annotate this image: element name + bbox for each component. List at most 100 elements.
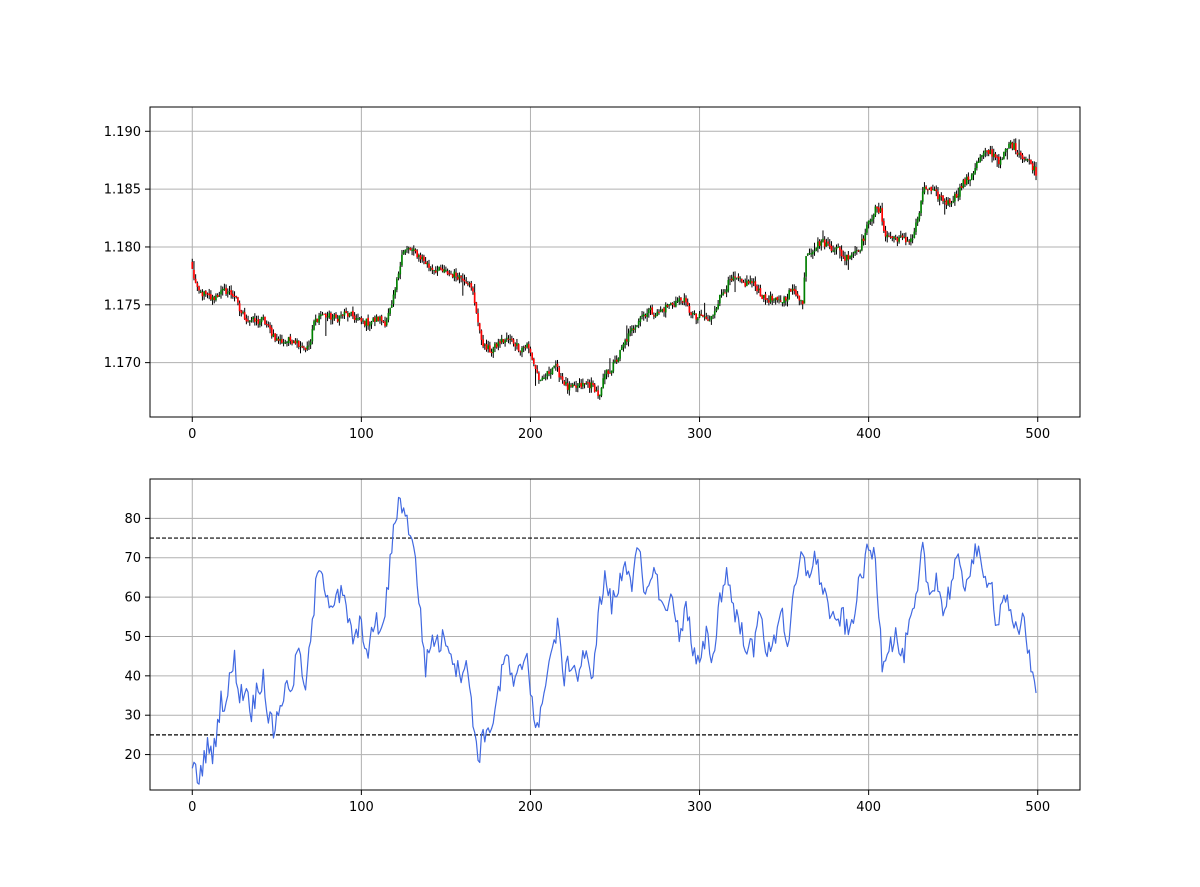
candle-body <box>235 296 238 298</box>
candle-body <box>974 168 977 174</box>
candle-body <box>355 318 358 320</box>
candle-body <box>421 257 424 260</box>
candle-body <box>252 317 254 320</box>
candle-body <box>193 269 195 279</box>
candle-body <box>494 343 496 348</box>
oscillator-chart-x-tick-label: 0 <box>188 800 196 815</box>
price-chart-x-tick-label: 0 <box>188 427 196 442</box>
candle-body <box>267 324 270 326</box>
candle-body <box>289 336 292 341</box>
candle-body <box>255 320 258 322</box>
candle-body <box>984 150 987 153</box>
candle-body <box>392 294 395 305</box>
candle-body <box>399 266 402 275</box>
price-chart-ticks: 0 100 200 300 400 500 1.170 1.175 1.180 1.185 1.19… <box>104 125 1050 442</box>
candle-body <box>996 156 998 158</box>
candle-body <box>639 317 642 323</box>
candle-body <box>835 247 838 250</box>
candle-body <box>923 186 926 193</box>
candle-body <box>571 384 574 388</box>
candle-body <box>568 384 571 391</box>
candle-body <box>903 237 905 239</box>
candle-body <box>524 346 527 348</box>
candle-body <box>428 263 430 268</box>
candle-body <box>957 196 960 198</box>
candle-body <box>818 241 821 246</box>
candle-body <box>213 297 216 301</box>
candle-body <box>967 176 970 180</box>
candle-body <box>1026 159 1029 161</box>
candle-body <box>495 343 498 348</box>
candle-body <box>377 316 380 321</box>
candle-body <box>989 150 992 154</box>
oscillator-line <box>191 496 1037 785</box>
candle-body <box>439 267 442 270</box>
candle-body <box>1003 151 1005 159</box>
candle-body <box>754 281 757 287</box>
candle-body <box>659 310 662 312</box>
candle-body <box>891 236 894 238</box>
candle-body <box>448 273 451 275</box>
candle-body <box>509 339 512 341</box>
candle-body <box>712 315 714 317</box>
candle-body <box>811 251 814 255</box>
candle-body <box>686 302 689 306</box>
candle-body <box>742 281 745 283</box>
candle-body <box>991 149 993 157</box>
candle-body <box>500 338 503 343</box>
candle-body <box>605 369 608 375</box>
candle-body <box>653 314 655 317</box>
candle-body <box>625 339 628 342</box>
candle-body <box>475 302 478 313</box>
candle-body <box>883 220 885 231</box>
candle-body <box>624 340 626 345</box>
candle-body <box>656 311 659 316</box>
candle-body <box>575 385 577 388</box>
candle-body <box>827 241 829 244</box>
candle-body <box>658 311 660 313</box>
candle-body <box>514 343 517 347</box>
candle-body <box>632 328 635 330</box>
candle-body <box>932 189 934 191</box>
candle-body <box>928 187 931 189</box>
candle-body <box>911 239 914 241</box>
candle-body <box>1001 158 1004 160</box>
candle-body <box>781 302 784 304</box>
candle-body <box>592 383 594 385</box>
candle-body <box>340 314 342 316</box>
candle-body <box>751 281 753 284</box>
candle-body <box>757 288 760 291</box>
candle-body <box>365 318 368 327</box>
candle-body <box>534 364 537 369</box>
candle-body <box>647 309 650 314</box>
candle-body <box>243 312 246 320</box>
candle-body <box>680 297 682 301</box>
candle-body <box>573 384 576 386</box>
candle-body <box>226 292 229 294</box>
candle-body <box>216 294 219 297</box>
price-chart-y-tick-label: 1.170 <box>104 356 141 371</box>
candle-body <box>521 347 523 353</box>
candle-body <box>461 278 464 281</box>
candle-body <box>563 381 566 385</box>
candle-body <box>483 344 486 346</box>
candle-body <box>631 328 633 332</box>
candle-body <box>815 247 818 251</box>
candle-body <box>225 287 227 295</box>
candle-body <box>353 315 356 321</box>
candle-body <box>839 247 841 251</box>
candle-body <box>724 292 726 294</box>
candle-body <box>438 266 440 271</box>
candle-body <box>350 311 353 314</box>
candle-body <box>490 351 493 354</box>
candle-body <box>370 321 373 325</box>
candle-body <box>458 275 461 279</box>
candle-body <box>595 389 598 391</box>
candle-body <box>372 318 375 322</box>
candle-body <box>861 239 863 251</box>
candle-body <box>470 283 473 288</box>
candle-body <box>348 313 351 317</box>
candle-body <box>762 295 765 298</box>
candle-body <box>352 310 354 317</box>
candle-body <box>228 290 231 292</box>
